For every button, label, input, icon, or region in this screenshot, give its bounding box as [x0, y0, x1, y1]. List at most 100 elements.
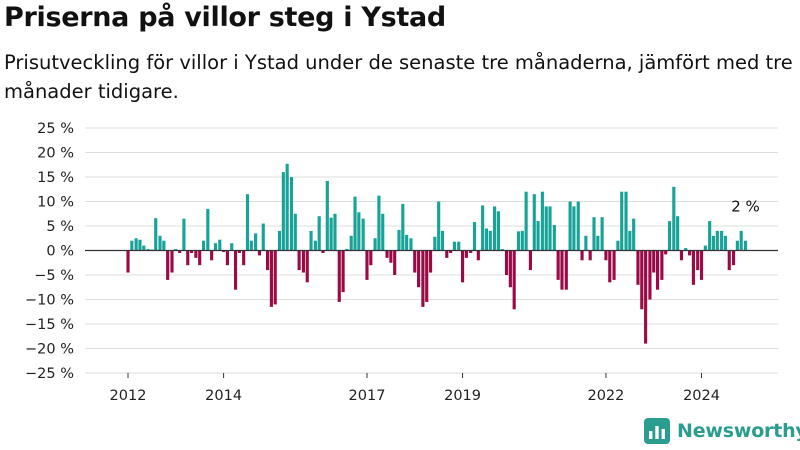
bar [245, 194, 250, 251]
bar [134, 238, 138, 251]
bar [281, 172, 285, 251]
bar [198, 250, 202, 266]
bar [389, 250, 393, 263]
bar [496, 211, 500, 251]
bar [735, 240, 739, 251]
bar [182, 218, 186, 251]
bar [676, 216, 680, 251]
bar [508, 250, 512, 288]
bar [628, 230, 632, 251]
bar [512, 250, 516, 310]
bar [660, 250, 664, 280]
y-tick-label: −25 % [25, 366, 74, 382]
bar [409, 238, 413, 251]
bar [688, 250, 692, 256]
bar [425, 250, 429, 302]
x-tick-label: 2019 [444, 388, 481, 404]
x-tick-label: 2022 [587, 388, 624, 404]
bar [588, 250, 592, 261]
bar [293, 213, 297, 251]
y-tick-label: −15 % [25, 317, 74, 333]
bars-layer [126, 163, 748, 344]
bar [210, 250, 214, 261]
bar [428, 250, 433, 273]
bar [186, 250, 190, 266]
bar [142, 245, 146, 251]
bar [739, 230, 743, 251]
bar [349, 235, 353, 251]
bar [720, 230, 724, 251]
grid-layer [85, 127, 778, 374]
bar [484, 228, 489, 251]
bar [130, 240, 134, 251]
bar [556, 250, 560, 280]
bar [437, 201, 441, 251]
y-tick-label: 0 % [46, 244, 74, 260]
bar-chart-logo-icon [644, 418, 670, 444]
bar [532, 194, 536, 251]
bar [616, 240, 620, 251]
bar [341, 250, 345, 293]
bar [273, 250, 277, 305]
bar [230, 243, 234, 251]
bar [723, 235, 727, 251]
bar [385, 250, 389, 258]
bar [317, 216, 321, 251]
bar [373, 238, 377, 251]
bar [476, 250, 480, 261]
bar [699, 250, 704, 280]
x-tick-label: 2017 [349, 388, 386, 404]
bar [353, 196, 357, 251]
bar [269, 250, 273, 307]
y-tick-label: −5 % [34, 268, 74, 284]
bar [170, 250, 174, 273]
bar [620, 191, 624, 251]
bar [449, 250, 453, 253]
bar [146, 249, 150, 251]
x-tick-label: 2012 [110, 388, 147, 404]
bar [365, 250, 369, 280]
bar [154, 218, 158, 251]
bar [201, 240, 206, 251]
bar [313, 240, 317, 251]
bar [572, 206, 576, 251]
bar [381, 213, 385, 251]
bar [357, 212, 361, 251]
bar [126, 250, 130, 273]
page-title: Priserna på villor steg i Ystad [4, 2, 446, 33]
bar [564, 250, 568, 290]
bar [393, 250, 397, 275]
axis-layer: 25 % 20 % 15 % 10 % 5 % 0 % −5 % −10 % −15 % −20 … [25, 121, 778, 404]
bar [644, 250, 648, 344]
bar [138, 239, 142, 251]
bar [691, 250, 695, 285]
bar [504, 250, 509, 275]
x-tick-label: 2024 [683, 388, 720, 404]
bar [731, 250, 736, 266]
bar [664, 250, 668, 255]
bar [481, 205, 485, 251]
bar [166, 250, 170, 280]
bar [309, 230, 313, 251]
x-tick-label: 2014 [205, 388, 242, 404]
bar [576, 201, 580, 251]
bar [652, 250, 656, 273]
bar [580, 250, 584, 261]
bar [452, 241, 457, 251]
y-tick-label: 25 % [37, 121, 74, 137]
bar [194, 250, 198, 258]
bar [257, 250, 262, 256]
bar [708, 221, 712, 251]
bar [225, 250, 229, 266]
bar [493, 206, 497, 251]
y-tick-label: −10 % [25, 293, 74, 309]
bar [592, 217, 596, 251]
bar [540, 191, 544, 251]
bar [222, 250, 226, 252]
bar [548, 206, 552, 251]
bar [277, 230, 282, 251]
newsworthy-logo: Newsworthy [644, 418, 800, 444]
bar [488, 230, 492, 251]
bar [696, 250, 700, 271]
bar [524, 191, 528, 251]
